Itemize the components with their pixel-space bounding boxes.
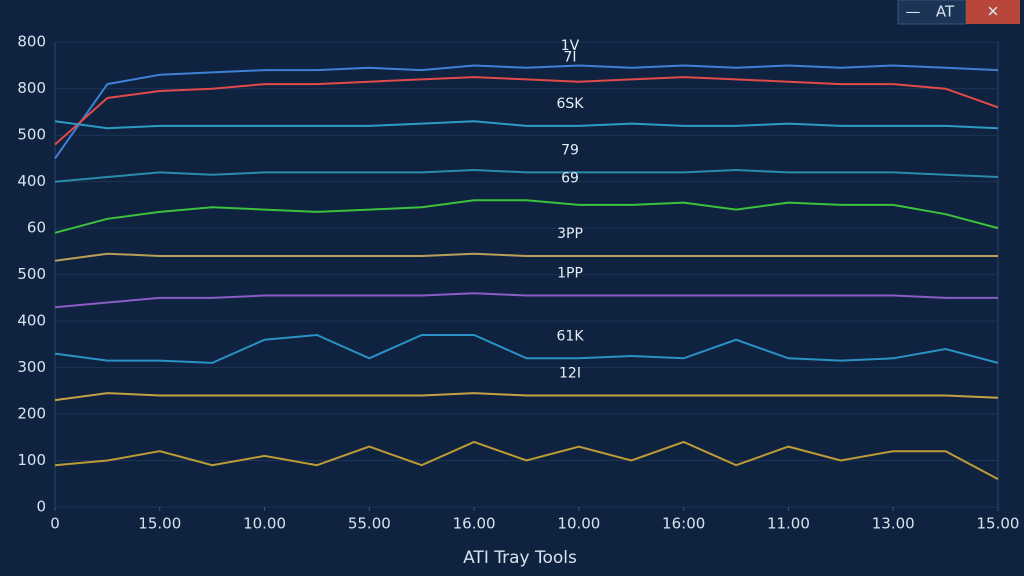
series-line bbox=[54, 199, 999, 234]
y-tick-label: 400 bbox=[17, 312, 46, 330]
y-tick-label: 400 bbox=[17, 172, 46, 190]
app-title: ATI Tray Tools bbox=[463, 548, 577, 568]
x-tick-label: 13.00 bbox=[872, 515, 915, 533]
line-label: 6SK bbox=[557, 96, 585, 112]
series-line bbox=[54, 168, 999, 183]
close-label: ✕ bbox=[987, 3, 1000, 21]
y-tick-label: 500 bbox=[17, 126, 46, 144]
y-tick-label: 0 bbox=[36, 498, 46, 516]
line-label: 3PP bbox=[557, 226, 583, 242]
series-line bbox=[54, 120, 999, 130]
y-tick-label: 800 bbox=[17, 79, 46, 97]
y-tick-label: 200 bbox=[17, 405, 46, 423]
line-label: 69 bbox=[561, 170, 579, 186]
series-line bbox=[54, 76, 999, 146]
series-line bbox=[54, 252, 998, 262]
y-tick-label: 500 bbox=[17, 265, 46, 283]
series-line bbox=[54, 333, 999, 364]
x-tick-label: 10.00 bbox=[557, 515, 600, 533]
x-tick-label: 15.00 bbox=[977, 515, 1020, 533]
close-button[interactable] bbox=[966, 0, 1020, 24]
series-line bbox=[54, 440, 999, 480]
y-tick-label: 60 bbox=[27, 219, 46, 237]
x-tick-label: 11.00 bbox=[767, 515, 810, 533]
line-label: 1V bbox=[561, 38, 580, 54]
series-line bbox=[54, 64, 999, 159]
x-tick-label: 15.00 bbox=[138, 515, 181, 533]
window-button[interactable] bbox=[897, 0, 967, 25]
series-line bbox=[54, 392, 999, 402]
y-tick-label: 800 bbox=[17, 33, 46, 51]
series-line bbox=[54, 292, 998, 309]
line-label: 1PP bbox=[557, 266, 583, 282]
line-label: 7I bbox=[563, 49, 576, 65]
line-label: 61K bbox=[557, 328, 585, 344]
x-tick-label: 55.00 bbox=[348, 515, 391, 533]
minimize-label: — bbox=[906, 3, 921, 21]
x-tick-label: 16:00 bbox=[662, 515, 705, 533]
x-tick-label: 0 bbox=[50, 515, 60, 533]
y-tick-label: 100 bbox=[17, 451, 46, 469]
x-tick-label: 10.00 bbox=[243, 515, 286, 533]
line-label: 12I bbox=[559, 365, 581, 381]
window-label: AT bbox=[936, 3, 955, 21]
x-tick-label: 16.00 bbox=[453, 515, 496, 533]
y-tick-label: 300 bbox=[17, 358, 46, 376]
line-label: 79 bbox=[561, 142, 579, 158]
